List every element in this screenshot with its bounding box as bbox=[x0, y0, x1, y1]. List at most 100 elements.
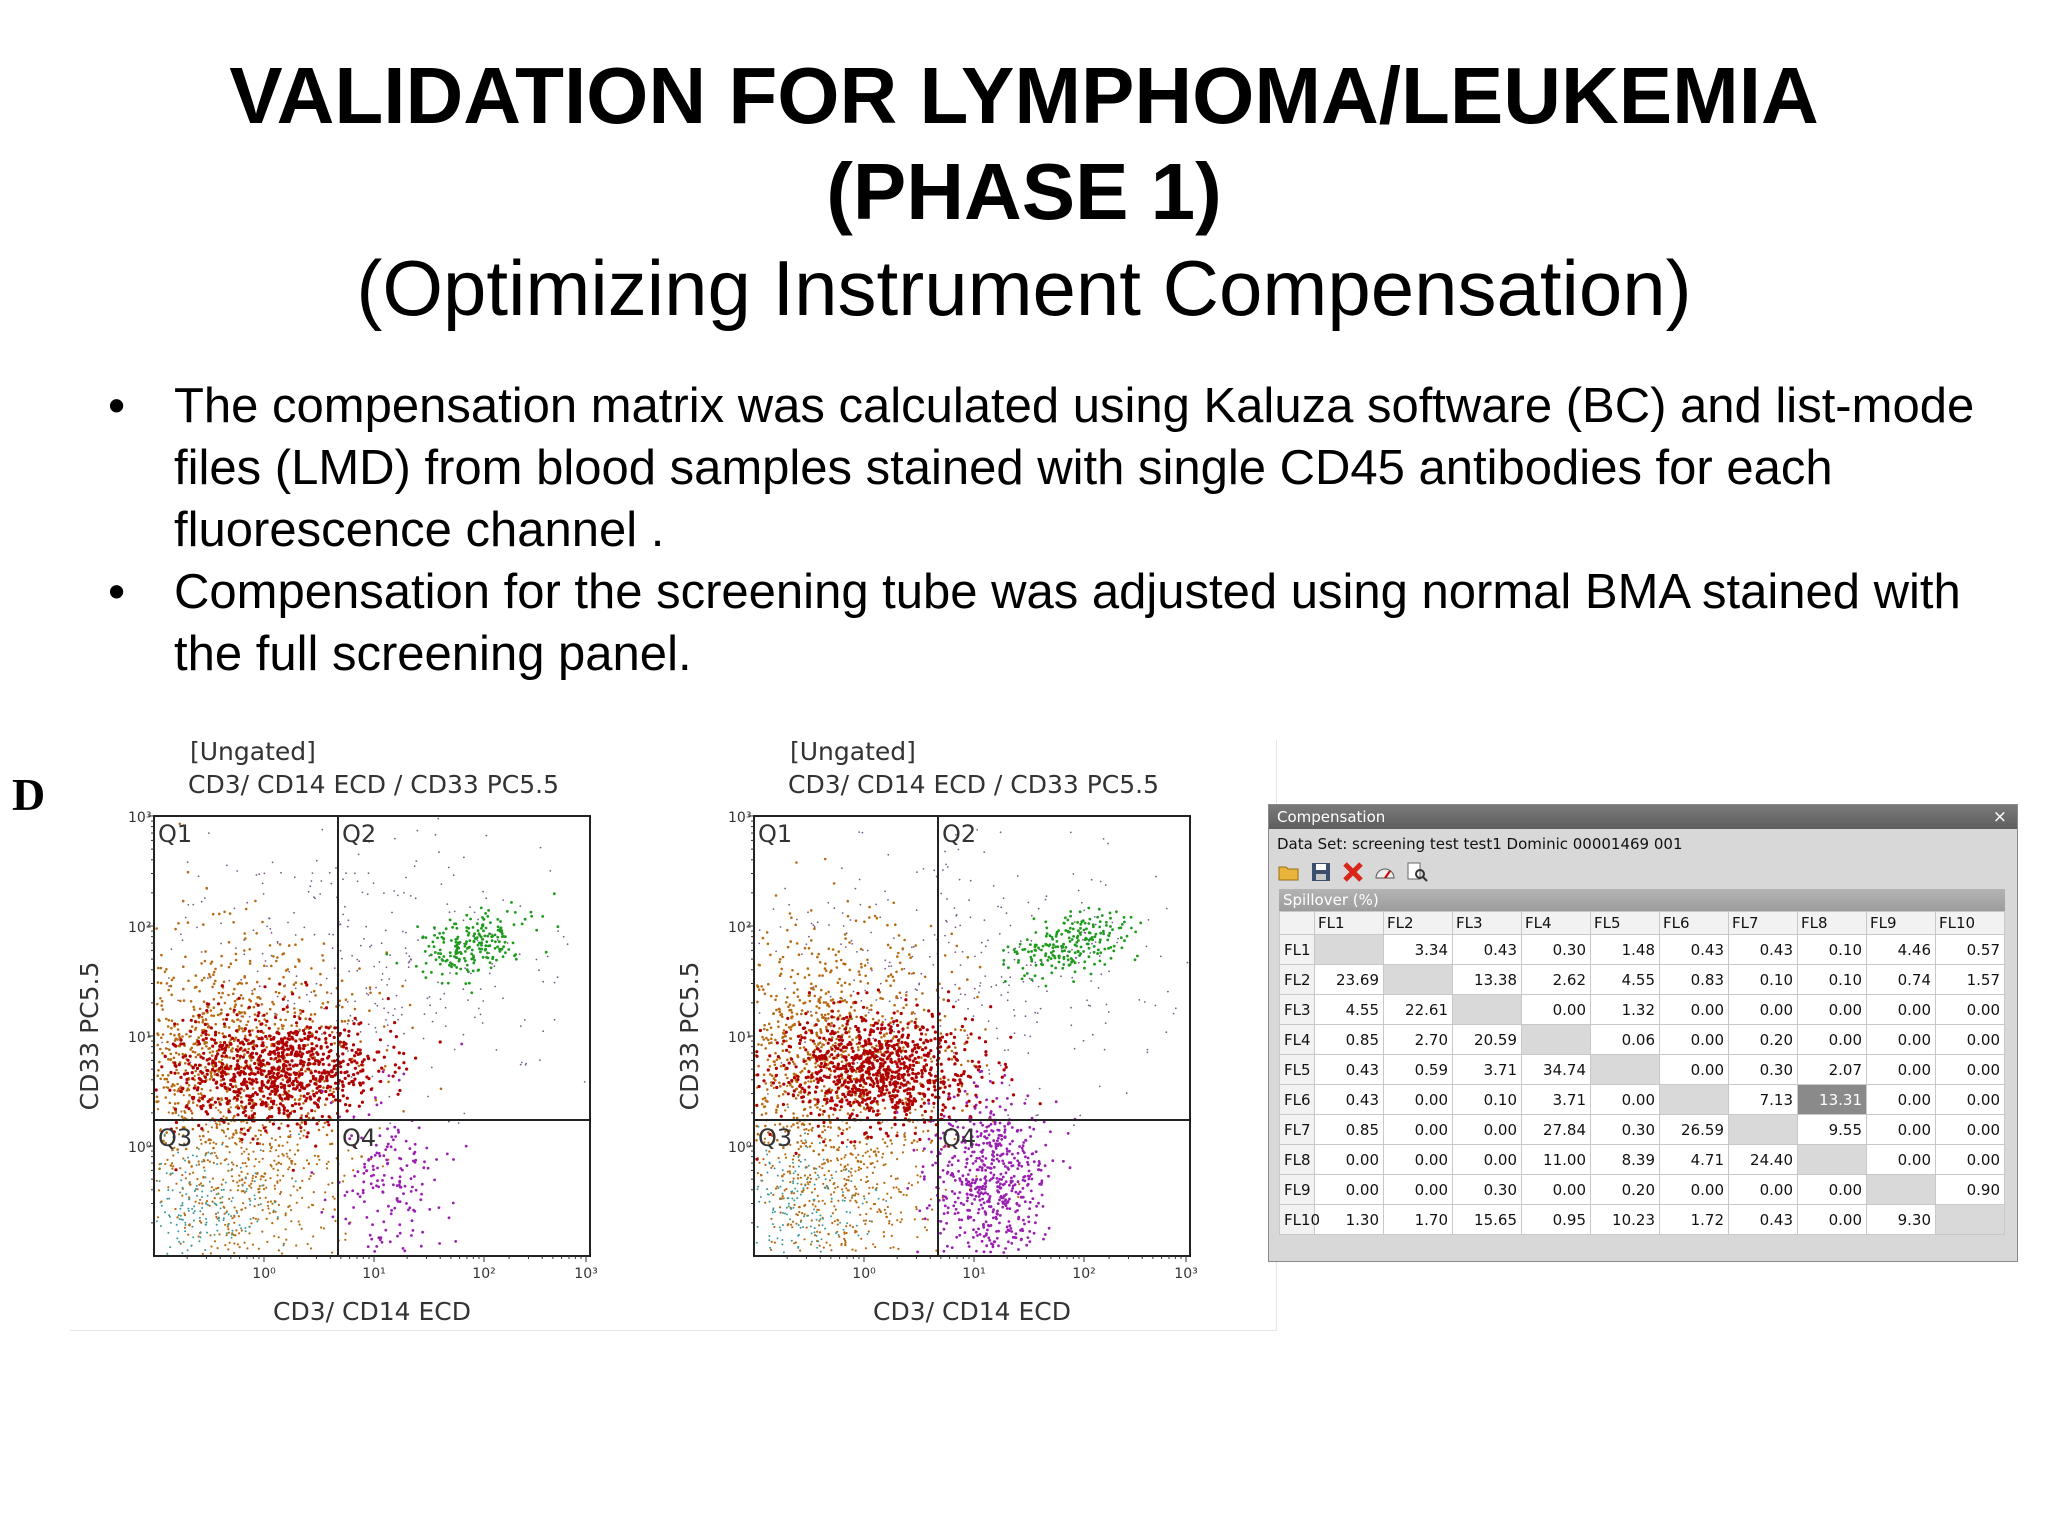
event-dot bbox=[353, 1016, 357, 1020]
event-dot bbox=[943, 1014, 947, 1018]
event-dot bbox=[357, 1104, 361, 1108]
event-dot bbox=[797, 1156, 800, 1158]
event-dot bbox=[781, 1093, 785, 1096]
event-dot bbox=[894, 1177, 897, 1180]
event-dot bbox=[876, 1026, 880, 1031]
event-dot bbox=[286, 968, 290, 971]
event-dot bbox=[227, 1108, 230, 1111]
event-dot bbox=[199, 1236, 202, 1239]
event-dot bbox=[423, 1013, 426, 1015]
event-dot bbox=[914, 988, 917, 991]
event-dot bbox=[271, 1222, 274, 1225]
event-dot bbox=[318, 1089, 322, 1093]
event-dot bbox=[205, 1202, 207, 1204]
event-dot bbox=[259, 1178, 262, 1181]
event-dot bbox=[277, 1027, 280, 1030]
event-dot bbox=[290, 1209, 293, 1212]
event-dot bbox=[324, 1037, 328, 1041]
event-dot bbox=[352, 1169, 355, 1172]
event-dot bbox=[288, 1157, 291, 1160]
event-dot bbox=[1172, 1012, 1175, 1015]
event-dot bbox=[285, 1080, 290, 1084]
event-dot bbox=[491, 934, 494, 938]
event-dot bbox=[246, 901, 249, 904]
event-dot bbox=[1094, 923, 1097, 926]
event-dot bbox=[814, 985, 818, 988]
event-dot bbox=[797, 1234, 800, 1237]
event-dot bbox=[169, 1058, 172, 1062]
event-dot bbox=[186, 921, 190, 924]
event-dot bbox=[299, 1137, 302, 1140]
event-dot bbox=[881, 1098, 885, 1102]
event-dot bbox=[792, 1161, 794, 1164]
event-dot bbox=[298, 1186, 302, 1190]
event-dot bbox=[513, 954, 516, 958]
event-dot bbox=[290, 1161, 293, 1164]
event-dot bbox=[954, 951, 957, 953]
event-dot bbox=[207, 973, 211, 976]
event-dot bbox=[812, 1050, 816, 1054]
event-dot bbox=[193, 1084, 197, 1087]
event-dot bbox=[205, 1002, 209, 1006]
event-dot bbox=[808, 999, 812, 1003]
event-dot bbox=[861, 1202, 864, 1205]
event-dot bbox=[880, 1036, 883, 1039]
event-dot bbox=[232, 1233, 235, 1236]
event-dot bbox=[416, 925, 419, 928]
event-dot bbox=[258, 1160, 261, 1163]
event-dot bbox=[535, 928, 539, 932]
event-dot bbox=[788, 1129, 791, 1132]
event-dot bbox=[268, 1050, 272, 1054]
event-dot bbox=[838, 1108, 842, 1112]
event-dot bbox=[983, 1040, 988, 1044]
event-dot bbox=[966, 1036, 970, 1040]
event-dot bbox=[195, 1164, 198, 1167]
event-dot bbox=[771, 1211, 774, 1214]
event-dot bbox=[1084, 932, 1087, 934]
event-dot bbox=[226, 1127, 230, 1131]
event-dot bbox=[387, 1011, 390, 1014]
event-dot bbox=[835, 959, 838, 963]
event-dot bbox=[422, 1037, 425, 1040]
event-dot bbox=[817, 1240, 820, 1243]
event-dot bbox=[236, 1059, 240, 1063]
event-dot bbox=[199, 1198, 202, 1201]
event-dot bbox=[282, 1093, 285, 1096]
event-dot bbox=[231, 1047, 234, 1050]
event-dot bbox=[772, 1209, 775, 1211]
event-dot bbox=[833, 1220, 836, 1223]
event-dot bbox=[362, 1171, 366, 1175]
event-dot bbox=[887, 975, 890, 978]
event-dot bbox=[455, 926, 459, 930]
event-dot bbox=[354, 1000, 356, 1003]
event-dot bbox=[840, 943, 842, 946]
event-dot bbox=[224, 1135, 228, 1138]
event-dot bbox=[881, 1156, 884, 1159]
event-dot bbox=[184, 1177, 187, 1180]
event-dot bbox=[233, 907, 236, 910]
event-dot bbox=[788, 1003, 792, 1006]
event-dot bbox=[279, 1190, 283, 1194]
event-dot bbox=[797, 1206, 801, 1209]
event-dot bbox=[815, 1005, 818, 1008]
event-dot bbox=[393, 1125, 397, 1129]
event-dot bbox=[812, 1198, 815, 1201]
event-dot bbox=[240, 1137, 244, 1142]
event-dot bbox=[763, 1141, 766, 1144]
event-dot bbox=[288, 1149, 292, 1152]
event-dot bbox=[758, 1200, 761, 1203]
event-dot bbox=[326, 1000, 330, 1004]
event-dot bbox=[792, 1165, 795, 1168]
event-dot bbox=[323, 1031, 327, 1035]
event-dot bbox=[810, 1219, 813, 1222]
event-dot bbox=[923, 1058, 927, 1062]
event-dot bbox=[373, 1153, 377, 1157]
event-dot bbox=[272, 1167, 275, 1170]
event-dot bbox=[204, 1029, 208, 1033]
event-dot bbox=[294, 1102, 298, 1106]
event-dot bbox=[251, 992, 254, 996]
event-dot bbox=[978, 1065, 982, 1069]
event-dot bbox=[797, 1245, 800, 1248]
event-dot bbox=[843, 1237, 846, 1240]
event-dot bbox=[967, 1007, 969, 1010]
